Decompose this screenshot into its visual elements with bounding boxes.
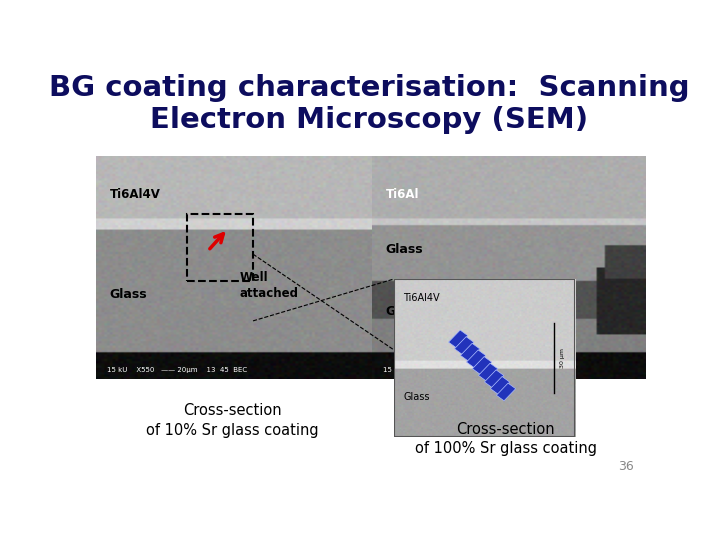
- Text: BG coating characterisation:  Scanning: BG coating characterisation: Scanning: [49, 73, 689, 102]
- Text: Cross-section
of 100% Sr glass coating: Cross-section of 100% Sr glass coating: [415, 422, 597, 456]
- Text: Cross-section
of 10% Sr glass coating: Cross-section of 10% Sr glass coating: [146, 403, 319, 438]
- Text: Electron Microscopy (SEM): Electron Microscopy (SEM): [150, 106, 588, 134]
- Text: 36: 36: [618, 460, 634, 473]
